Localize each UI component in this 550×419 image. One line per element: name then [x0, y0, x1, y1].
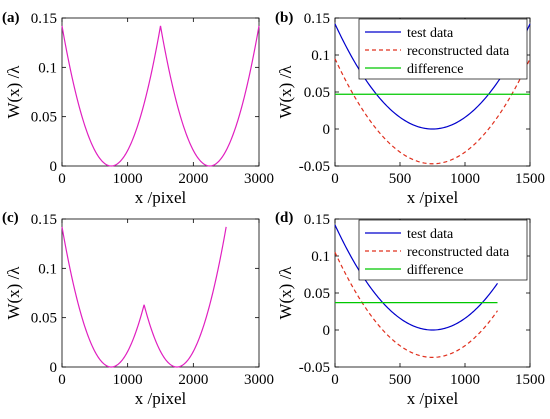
- x-tick-label: 500: [389, 171, 412, 187]
- y-tick-label: 0: [50, 360, 58, 376]
- x-axis-label: x /pixel: [407, 188, 459, 207]
- x-axis-label: x /pixel: [135, 188, 187, 207]
- x-axis-label: x /pixel: [135, 389, 187, 408]
- x-tick-label: 0: [58, 372, 66, 388]
- x-tick-label: 2000: [178, 171, 208, 187]
- x-tick-label: 500: [389, 372, 412, 388]
- y-tick-label: 0.1: [311, 48, 330, 64]
- x-tick-label: 3000: [244, 372, 274, 388]
- panel-label: (a): [2, 10, 20, 26]
- legend: test data reconstructed data difference: [358, 219, 528, 281]
- series-test-data: [334, 23, 531, 130]
- panel-label: (c): [2, 210, 19, 226]
- y-tick-label: -0.05: [299, 159, 330, 175]
- y-tick-label: 0.15: [31, 11, 57, 27]
- x-tick-label: 1000: [450, 372, 480, 388]
- x-tick-label: 3000: [244, 171, 274, 187]
- axes-box: [61, 17, 260, 167]
- y-axis-label: W(x) /λ: [4, 65, 23, 119]
- y-tick-label: 0.15: [31, 212, 57, 228]
- legend-label: difference: [407, 263, 463, 278]
- series-reconstructed-data: [334, 58, 531, 165]
- panel-a: 0 1000 2000 3000 0 0.05 0.1 0.15 x /pixel W(x) /λ…: [2, 10, 274, 207]
- series-curve: [143, 226, 227, 368]
- x-tick-label: 1500: [515, 171, 545, 187]
- legend-label: reconstructed data: [407, 44, 510, 59]
- panel-c: 0 1000 2000 3000 0 0.05 0.1 0.15 x /pixel W(x) /λ…: [2, 210, 274, 408]
- y-tick-label: 0.1: [38, 60, 57, 76]
- y-tick-label: 0.05: [304, 85, 330, 101]
- panel-label: (b): [275, 10, 293, 26]
- y-axis-label: W(x) /λ: [276, 266, 295, 320]
- y-tick-label: 0.1: [311, 249, 330, 265]
- x-axis-label: x /pixel: [407, 389, 459, 408]
- series-curve: [61, 25, 162, 167]
- y-tick-label: -0.05: [299, 360, 330, 376]
- y-tick-label: 0: [323, 122, 331, 138]
- series-curve: [61, 226, 145, 368]
- legend-label: difference: [407, 62, 463, 77]
- legend-label: test data: [407, 227, 454, 242]
- y-tick-label: 0.05: [31, 110, 57, 126]
- y-axis-label: W(x) /λ: [276, 65, 295, 119]
- legend-box: [358, 219, 528, 281]
- y-tick-label: 0.15: [304, 212, 330, 228]
- x-tick-label: 2000: [178, 372, 208, 388]
- y-tick-label: 0.05: [304, 286, 330, 302]
- legend-label: reconstructed data: [407, 245, 510, 260]
- y-axis-label: W(x) /λ: [4, 266, 23, 320]
- legend: test data reconstructed data difference: [358, 18, 528, 80]
- x-tick-label: 0: [58, 171, 66, 187]
- series-curve: [159, 25, 260, 167]
- y-tick-label: 0: [323, 323, 331, 339]
- panel-label: (d): [275, 210, 293, 226]
- x-tick-label: 1500: [515, 372, 545, 388]
- y-tick-label: 0.1: [38, 261, 57, 277]
- x-tick-label: 0: [331, 171, 339, 187]
- y-tick-label: 0.05: [31, 311, 57, 327]
- x-tick-label: 1000: [113, 372, 143, 388]
- x-tick-label: 0: [331, 372, 339, 388]
- axes-box: [61, 218, 260, 368]
- legend-box: [358, 18, 528, 80]
- legend-label: test data: [407, 26, 454, 41]
- y-tick-label: 0: [50, 159, 58, 175]
- x-tick-label: 1000: [113, 171, 143, 187]
- y-tick-label: 0.15: [304, 11, 330, 27]
- x-tick-label: 1000: [450, 171, 480, 187]
